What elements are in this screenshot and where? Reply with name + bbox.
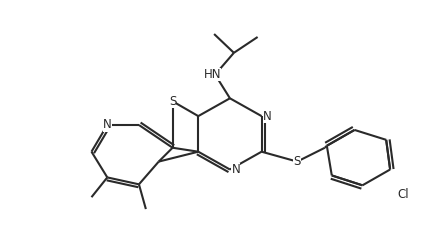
Text: N: N — [103, 118, 112, 132]
Text: Cl: Cl — [397, 188, 409, 201]
Text: S: S — [169, 95, 176, 108]
Text: N: N — [263, 110, 272, 122]
Text: S: S — [294, 155, 301, 168]
Text: N: N — [232, 163, 240, 176]
Text: HN: HN — [203, 68, 221, 81]
